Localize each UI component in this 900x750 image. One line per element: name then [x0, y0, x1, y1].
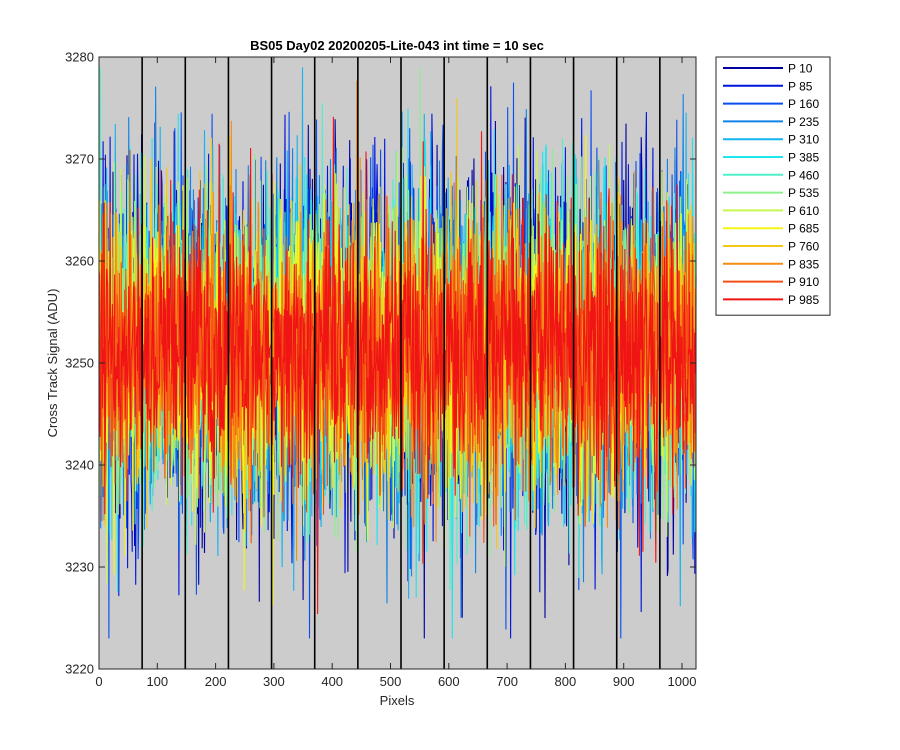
x-tick-label: 900 — [613, 674, 635, 689]
x-axis-label: Pixels — [380, 693, 415, 708]
legend-label-p-85: P 85 — [788, 79, 813, 93]
x-tick-label: 800 — [555, 674, 577, 689]
y-axis-label: Cross Track Signal (ADU) — [45, 289, 60, 438]
legend-label-p-535: P 535 — [788, 186, 819, 200]
legend-label-p-385: P 385 — [788, 151, 819, 165]
y-tick-label: 3220 — [65, 662, 94, 677]
legend: P 10 P 85 P 160 P 235 P 310 P 385 P 460 P 535 P … — [715, 56, 831, 316]
x-tick-label: 200 — [205, 674, 227, 689]
y-tick-label: 3270 — [65, 152, 94, 167]
legend-label-p-160: P 160 — [788, 97, 819, 111]
vertical-marker-layer — [141, 57, 661, 669]
x-tick-label: 400 — [321, 674, 343, 689]
legend-label-p-685: P 685 — [788, 222, 819, 236]
legend-label-p-460: P 460 — [788, 168, 819, 182]
x-tick-label: 1000 — [668, 674, 697, 689]
chart-title: BS05 Day02 20200205-Lite-043 int time = … — [250, 38, 544, 53]
series-layer — [98, 67, 697, 639]
y-tick-label: 3230 — [65, 560, 94, 575]
legend-box — [715, 56, 831, 316]
x-tick-label: 100 — [146, 674, 168, 689]
x-tick-label: 500 — [380, 674, 402, 689]
legend-label-p-985: P 985 — [788, 293, 819, 307]
x-tick-label: 700 — [496, 674, 518, 689]
legend-label-p-910: P 910 — [788, 275, 819, 289]
legend-label-p-10: P 10 — [788, 62, 813, 76]
series-line-p-910 — [98, 149, 697, 564]
x-tick-label: 0 — [95, 674, 102, 689]
legend-label-p-835: P 835 — [788, 257, 819, 271]
legend-label-p-310: P 310 — [788, 133, 819, 147]
series-line-p-985 — [98, 116, 697, 615]
y-tick-label: 3280 — [65, 50, 94, 65]
legend-label-p-610: P 610 — [788, 204, 819, 218]
y-tick-label: 3240 — [65, 458, 94, 473]
y-tick-label: 3260 — [65, 254, 94, 269]
tick-layer: 0 100 200 300 400 500 600 700 800 900 1000 3220 3230… — [65, 50, 696, 690]
legend-label-p-760: P 760 — [788, 240, 819, 254]
x-tick-label: 300 — [263, 674, 285, 689]
legend-label-p-235: P 235 — [788, 115, 819, 129]
y-tick-label: 3250 — [65, 356, 94, 371]
x-tick-label: 600 — [438, 674, 460, 689]
